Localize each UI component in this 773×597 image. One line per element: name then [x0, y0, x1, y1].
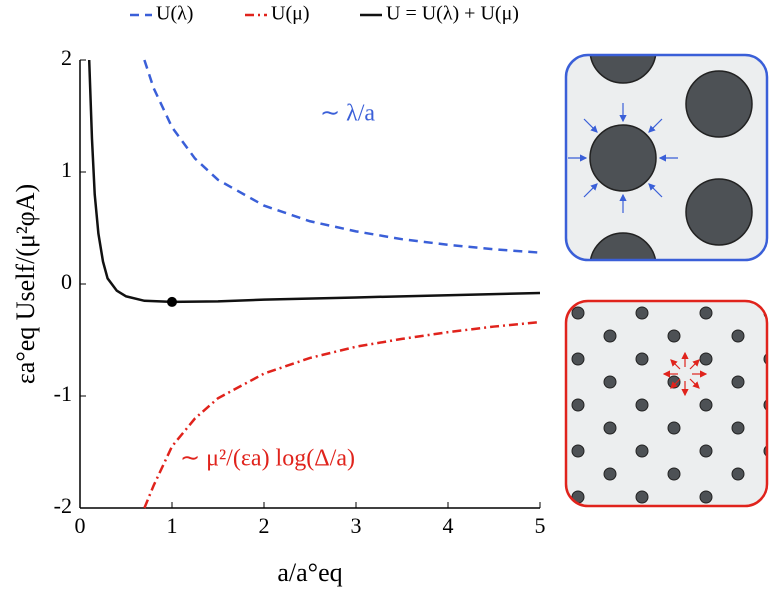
y-tick-label: 0 — [61, 269, 72, 294]
y-tick-label: 1 — [61, 157, 72, 182]
particle — [763, 444, 767, 458]
diagram-mu — [564, 299, 769, 508]
diagram-lambda — [564, 53, 769, 262]
particle — [699, 306, 713, 320]
x-tick-label: 1 — [167, 513, 178, 538]
particle — [603, 329, 617, 343]
legend-label: U(λ) — [156, 3, 193, 25]
particle — [667, 467, 681, 481]
y-tick-label: -1 — [54, 381, 72, 406]
x-axis-label: a/a°eq — [277, 558, 342, 587]
particle — [571, 306, 585, 320]
particle — [731, 329, 745, 343]
particle — [571, 352, 585, 366]
particle — [699, 490, 713, 504]
particle — [635, 352, 649, 366]
particle — [571, 444, 585, 458]
particle — [699, 352, 713, 366]
x-tick-label: 4 — [443, 513, 454, 538]
particle — [667, 329, 681, 343]
legend-label: U = U(λ) + U(μ) — [386, 3, 519, 25]
particle — [635, 398, 649, 412]
particle — [699, 398, 713, 412]
y-axis-label: εa°eq Uself/(μ²φA) — [11, 184, 40, 384]
particle — [667, 421, 681, 435]
particle — [603, 375, 617, 389]
particle — [763, 398, 767, 412]
particle — [731, 421, 745, 435]
y-tick-label: -2 — [54, 493, 72, 518]
y-tick-label: 2 — [61, 45, 72, 70]
x-tick-label: 5 — [535, 513, 546, 538]
particle — [763, 352, 767, 366]
particle — [603, 467, 617, 481]
particle — [635, 490, 649, 504]
particle — [667, 375, 681, 389]
x-tick-label: 2 — [259, 513, 270, 538]
annotation: ∼ μ²/(εa) log(Δ/a) — [180, 446, 355, 472]
series-line — [143, 320, 541, 509]
particle — [603, 421, 617, 435]
legend-label: U(μ) — [271, 3, 310, 25]
series-line — [87, 59, 541, 304]
particle — [571, 398, 585, 412]
particle — [635, 444, 649, 458]
particle — [731, 375, 745, 389]
marker-point — [167, 296, 177, 307]
series-line — [143, 59, 541, 254]
particle — [635, 306, 649, 320]
annotation: ∼ λ/a — [320, 101, 375, 127]
particle — [699, 444, 713, 458]
plot — [87, 59, 541, 509]
x-tick-label: 0 — [75, 513, 86, 538]
particle — [731, 467, 745, 481]
x-tick-label: 3 — [351, 513, 362, 538]
